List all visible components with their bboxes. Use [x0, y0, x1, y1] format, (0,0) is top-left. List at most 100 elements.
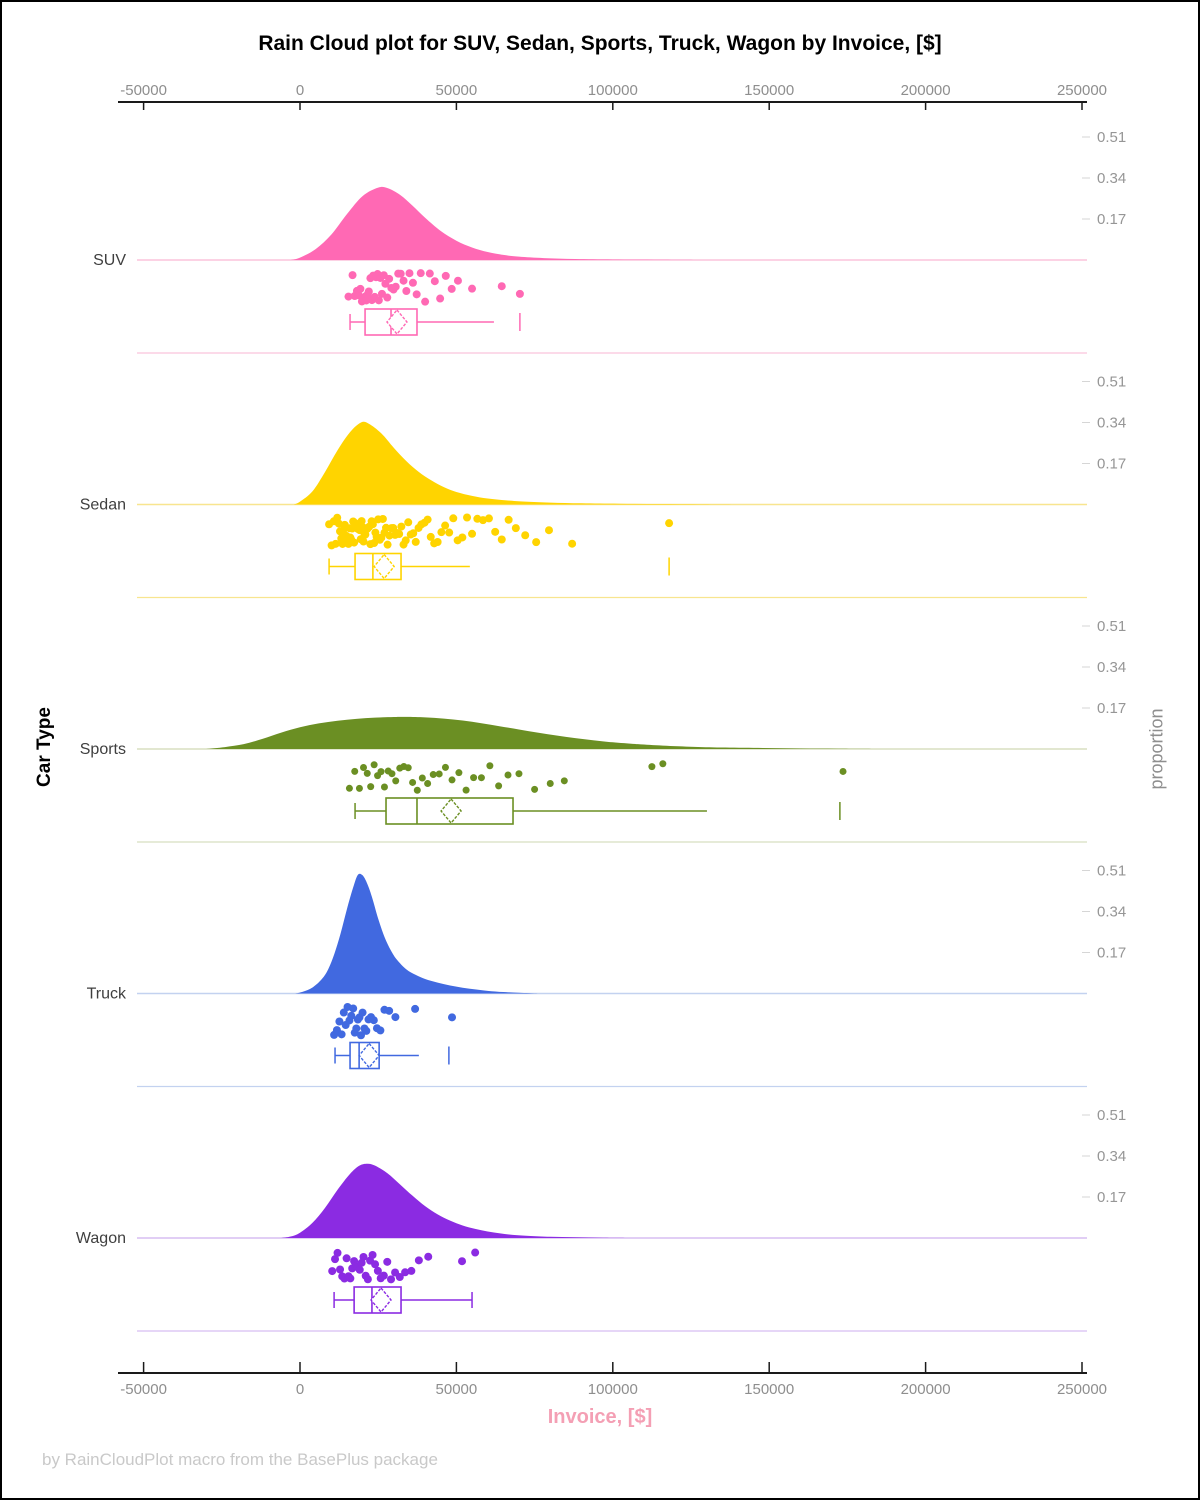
rain-point	[408, 278, 417, 287]
rain-point	[331, 1255, 340, 1264]
rain-point	[383, 540, 392, 549]
rain-point	[359, 764, 367, 772]
rain-point	[436, 294, 445, 303]
mean-diamond	[440, 797, 462, 825]
rain-point	[335, 1017, 344, 1026]
rain-point	[433, 538, 442, 547]
rain-point	[388, 770, 396, 778]
rain-point	[396, 269, 405, 278]
rain-point	[471, 1248, 480, 1257]
proportion-tick-label: 0.34	[1097, 659, 1126, 676]
rain-point	[383, 1257, 392, 1266]
rain-point	[357, 517, 366, 526]
rain-point	[504, 515, 513, 524]
density-curve-suv	[290, 186, 701, 260]
rain-point	[363, 1275, 372, 1284]
right-axis-title: proportion	[1146, 708, 1167, 790]
group-label-truck: Truck	[87, 986, 127, 1003]
group-label-sedan: Sedan	[80, 497, 126, 514]
rain-point	[437, 528, 446, 537]
proportion-tick-label: 0.51	[1097, 862, 1126, 879]
bottom-x-tick-label: 0	[296, 1381, 304, 1398]
rain-point	[405, 269, 414, 278]
proportion-tick-label: 0.17	[1097, 1189, 1126, 1206]
rain-point	[333, 1248, 342, 1257]
rain-point	[441, 521, 450, 530]
proportion-tick-label: 0.34	[1097, 170, 1126, 187]
proportion-tick-label: 0.17	[1097, 211, 1126, 228]
mean-diamond	[358, 1042, 381, 1069]
density-curve-sports	[206, 716, 879, 749]
rain-point	[504, 771, 512, 779]
bottom-x-tick-label: 150000	[744, 1381, 794, 1398]
rain-point	[385, 274, 394, 283]
chart-title: Rain Cloud plot for SUV, Sedan, Sports, …	[258, 32, 942, 55]
rain-point	[359, 537, 368, 546]
rain-point	[445, 528, 454, 537]
rain-point	[401, 1268, 410, 1277]
mean-diamond	[373, 553, 396, 580]
rain-point	[521, 531, 530, 540]
rain-point	[377, 768, 385, 776]
rain-point	[421, 297, 430, 306]
rain-point	[449, 514, 458, 523]
rain-point	[385, 1006, 394, 1015]
rain-point	[383, 293, 392, 302]
group-label-sports: Sports	[80, 741, 126, 758]
rain-point	[351, 767, 359, 775]
rain-point	[418, 774, 426, 782]
rain-point	[348, 271, 357, 280]
rain-point	[337, 1030, 346, 1039]
rain-point	[349, 1004, 358, 1013]
rain-point	[374, 296, 383, 305]
rain-point	[423, 515, 432, 524]
rain-point	[648, 763, 656, 771]
rain-point	[392, 777, 400, 785]
rain-point	[458, 533, 467, 542]
rain-point	[441, 271, 450, 280]
rain-point	[336, 1265, 345, 1274]
density-curve-truck	[295, 873, 538, 994]
top-x-tick-label: 150000	[744, 82, 794, 99]
rain-point	[430, 277, 439, 286]
rain-point	[404, 764, 412, 772]
rain-point	[401, 536, 410, 545]
rain-point	[409, 529, 418, 538]
x-axis-title: Invoice, [$]	[547, 1406, 653, 1428]
rain-point	[532, 538, 541, 547]
y-axis-title: Car Type	[34, 707, 55, 787]
rain-point	[395, 530, 404, 539]
rain-point	[424, 1252, 433, 1261]
rain-point	[453, 276, 462, 285]
proportion-tick-label: 0.17	[1097, 455, 1126, 472]
attribution-note: by RainCloudPlot macro from the BasePlus…	[42, 1450, 438, 1469]
bottom-x-tick-label: 50000	[436, 1381, 478, 1398]
rain-point	[447, 284, 456, 293]
rain-point	[544, 526, 553, 535]
rain-point	[397, 522, 406, 531]
group-label-suv: SUV	[93, 252, 126, 269]
rain-point	[362, 1026, 371, 1035]
rain-point	[355, 1265, 364, 1274]
rain-point	[399, 276, 408, 285]
rain-point	[435, 770, 443, 778]
density-curve-wagon	[281, 1163, 632, 1238]
rain-point	[448, 776, 456, 784]
rain-point	[350, 538, 359, 547]
rain-point	[378, 514, 387, 523]
rain-point	[441, 763, 449, 771]
proportion-tick-label: 0.17	[1097, 944, 1126, 961]
rain-point	[347, 1011, 356, 1020]
rain-point	[342, 1254, 351, 1263]
rain-point	[497, 282, 506, 291]
rain-point	[458, 1257, 467, 1266]
rain-point	[363, 769, 371, 777]
rain-point	[379, 1271, 388, 1280]
rain-point	[364, 287, 373, 296]
rain-point	[411, 537, 420, 546]
rain-point	[404, 518, 413, 527]
bottom-x-tick-label: -50000	[120, 1381, 167, 1398]
rain-point	[416, 269, 425, 278]
rain-point	[345, 784, 353, 792]
rain-point	[665, 519, 674, 528]
